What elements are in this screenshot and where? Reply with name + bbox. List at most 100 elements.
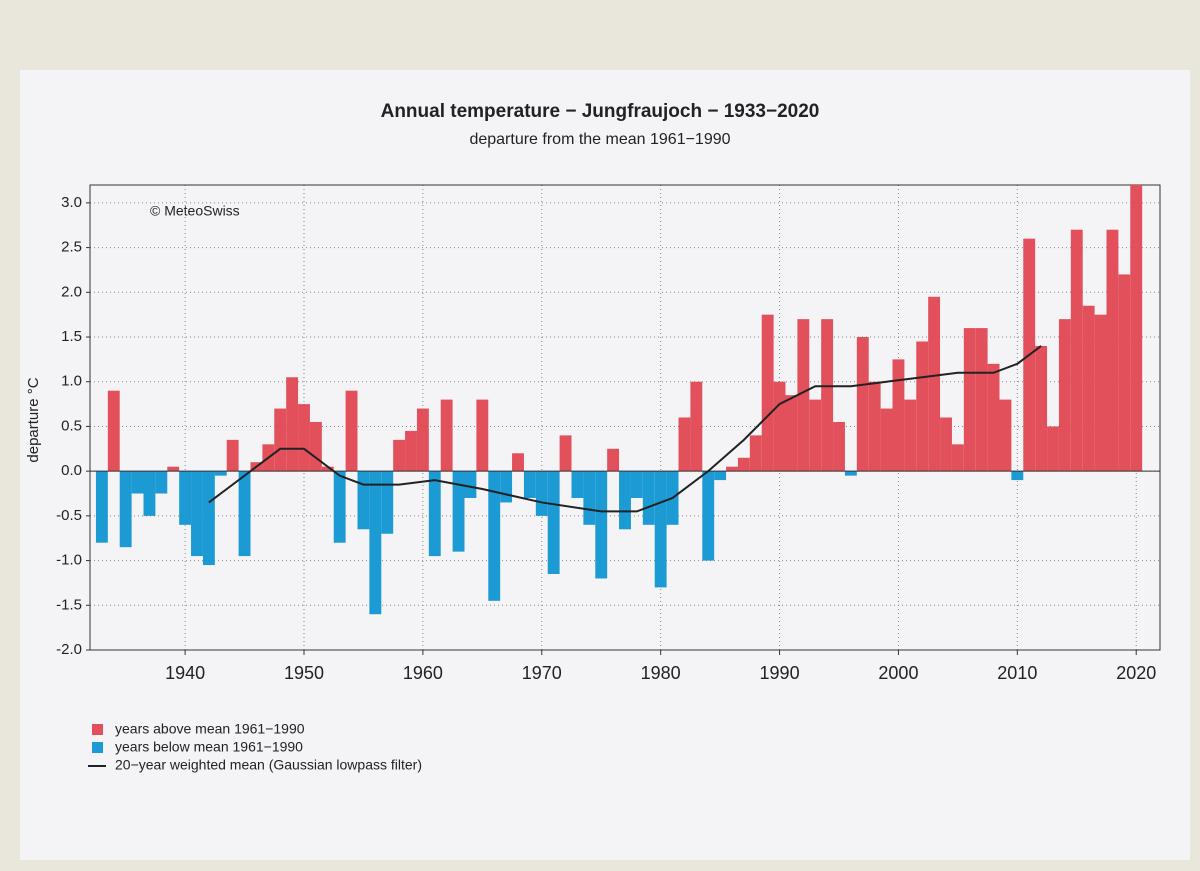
bar bbox=[714, 471, 727, 481]
bar bbox=[975, 328, 988, 472]
y-tick-label: -1.0 bbox=[56, 552, 82, 569]
bar bbox=[726, 466, 738, 472]
bar bbox=[630, 471, 643, 498]
bar bbox=[214, 471, 227, 476]
y-tick-label: -2.0 bbox=[56, 641, 82, 658]
bar bbox=[321, 466, 334, 472]
bar bbox=[333, 471, 346, 543]
bar bbox=[191, 471, 203, 557]
bar bbox=[416, 408, 429, 472]
bar bbox=[523, 471, 536, 498]
x-tick-label: 1960 bbox=[403, 663, 443, 683]
bar bbox=[1058, 319, 1071, 472]
bar bbox=[452, 471, 465, 552]
bar bbox=[95, 471, 108, 543]
bar bbox=[761, 314, 774, 472]
bar bbox=[393, 439, 406, 472]
bar bbox=[559, 435, 572, 472]
bar bbox=[642, 471, 655, 525]
bar bbox=[1094, 314, 1107, 472]
bar bbox=[107, 390, 120, 472]
bar bbox=[440, 399, 453, 472]
y-tick-label: 1.0 bbox=[61, 373, 82, 390]
bar bbox=[167, 466, 180, 472]
bar bbox=[1082, 305, 1095, 472]
bar bbox=[607, 448, 620, 472]
bar bbox=[464, 471, 477, 498]
bar bbox=[202, 471, 215, 566]
bar bbox=[488, 471, 501, 601]
y-tick-label: 0.5 bbox=[61, 417, 82, 434]
bar bbox=[1035, 345, 1048, 472]
bar bbox=[737, 457, 750, 472]
bar bbox=[940, 417, 952, 472]
bar bbox=[833, 421, 845, 472]
bar bbox=[844, 471, 857, 476]
bar bbox=[928, 296, 941, 472]
bar bbox=[785, 395, 798, 472]
bar bbox=[1011, 471, 1024, 481]
plot-frame bbox=[89, 184, 1161, 651]
y-tick-label: 0.0 bbox=[61, 462, 82, 479]
bar bbox=[345, 390, 358, 472]
x-tick-label: 1950 bbox=[284, 663, 324, 683]
bar bbox=[702, 471, 715, 561]
bar bbox=[274, 408, 287, 472]
bar bbox=[357, 471, 370, 530]
legend-label: 20−year weighted mean (Gaussian lowpass … bbox=[115, 757, 422, 773]
bar bbox=[1130, 185, 1143, 472]
bar bbox=[1106, 229, 1119, 472]
bar bbox=[951, 444, 964, 472]
bar bbox=[987, 363, 1000, 472]
bar bbox=[535, 471, 548, 516]
bar bbox=[119, 471, 132, 548]
bar bbox=[868, 381, 881, 472]
bar bbox=[155, 471, 168, 494]
bar bbox=[583, 471, 596, 525]
bar bbox=[369, 471, 382, 615]
bar bbox=[298, 404, 310, 472]
bar bbox=[678, 417, 691, 472]
y-tick-label: 2.5 bbox=[61, 239, 82, 256]
y-tick-label: 2.0 bbox=[61, 283, 82, 300]
bar bbox=[512, 453, 524, 472]
bar bbox=[476, 399, 489, 472]
bar bbox=[999, 399, 1012, 472]
bar bbox=[405, 430, 417, 472]
x-tick-label: 1940 bbox=[165, 663, 205, 683]
x-tick-label: 2000 bbox=[878, 663, 918, 683]
bar bbox=[381, 471, 394, 534]
bar bbox=[749, 435, 762, 472]
bar bbox=[619, 471, 631, 530]
bar bbox=[773, 381, 786, 472]
bar bbox=[238, 471, 251, 557]
bar bbox=[1118, 274, 1131, 472]
bar bbox=[690, 381, 703, 472]
chart-title: Annual temperature − Jungfraujoch − 1933… bbox=[381, 101, 820, 122]
trend-line bbox=[208, 345, 1042, 513]
bar bbox=[179, 471, 192, 525]
bar bbox=[131, 471, 144, 494]
bar bbox=[286, 377, 299, 472]
bar bbox=[916, 341, 929, 472]
bar bbox=[797, 319, 810, 472]
bar bbox=[309, 421, 322, 472]
bar bbox=[963, 328, 976, 472]
bar bbox=[547, 471, 560, 574]
bar bbox=[143, 471, 156, 516]
x-tick-label: 2010 bbox=[997, 663, 1037, 683]
x-tick-label: 1970 bbox=[522, 663, 562, 683]
y-tick-label: 1.5 bbox=[61, 328, 82, 345]
legend-swatch bbox=[92, 742, 103, 753]
bar bbox=[226, 439, 239, 472]
legend-label: years below mean 1961−1990 bbox=[115, 739, 303, 755]
x-tick-label: 2020 bbox=[1116, 663, 1156, 683]
y-axis-label: departure °C bbox=[25, 377, 42, 462]
bar bbox=[1070, 229, 1083, 472]
bar bbox=[428, 471, 441, 557]
bar bbox=[904, 399, 917, 472]
credit: © MeteoSwiss bbox=[150, 203, 240, 219]
x-tick-label: 1980 bbox=[641, 663, 681, 683]
bar bbox=[821, 319, 834, 472]
